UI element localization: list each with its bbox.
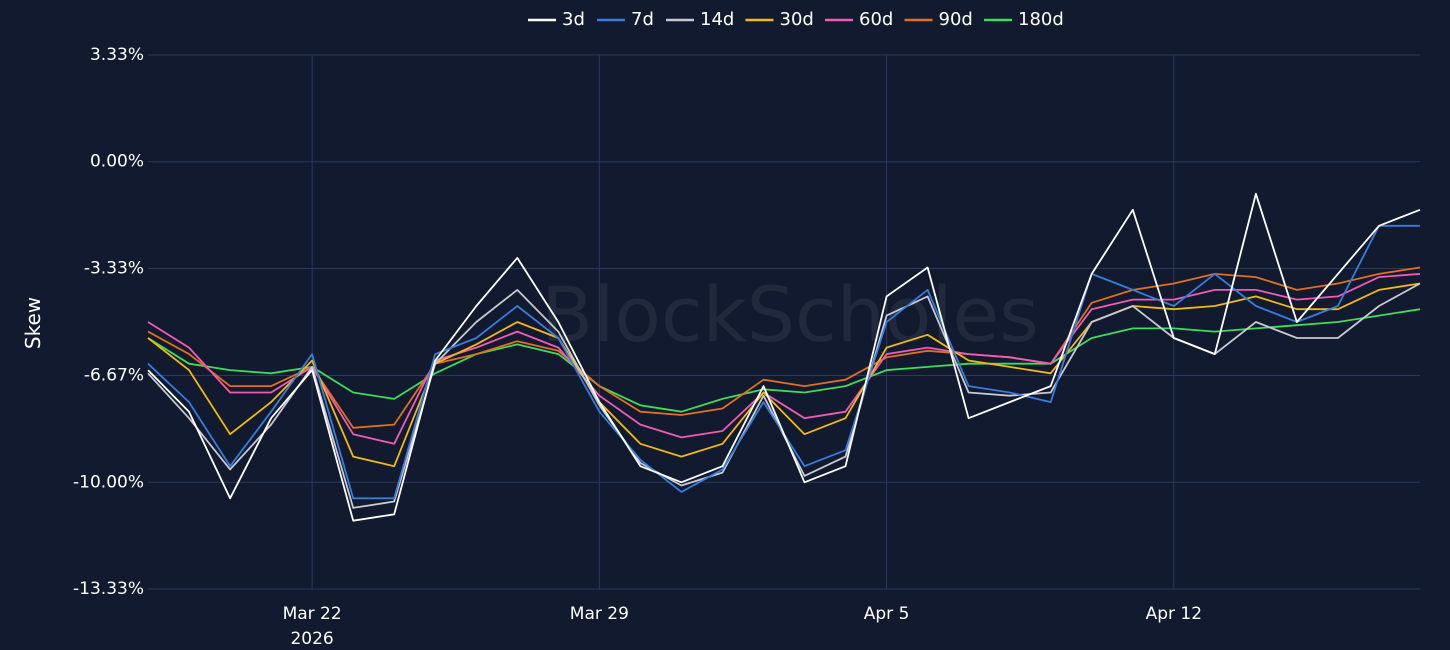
legend: 3d 7d 14d 30d 60d 90d 180d bbox=[528, 9, 1064, 30]
legend-item-3d[interactable]: 3d bbox=[528, 9, 585, 30]
y-tick-label: -13.33% bbox=[73, 579, 144, 599]
series-line-3d bbox=[147, 192, 1421, 522]
y-axis-label: Skew bbox=[21, 297, 45, 349]
legend-item-60d[interactable]: 60d bbox=[825, 9, 893, 30]
legend-label: 7d bbox=[631, 9, 654, 30]
series-line-180d bbox=[147, 308, 1421, 413]
y-tick-label: -6.67% bbox=[84, 366, 144, 386]
legend-label: 180d bbox=[1018, 9, 1064, 30]
legend-label: 30d bbox=[780, 9, 814, 30]
x-tick-label: Mar 22 bbox=[283, 604, 342, 624]
legend-label: 90d bbox=[939, 9, 973, 30]
legend-item-7d[interactable]: 7d bbox=[597, 9, 654, 30]
x-tick-label: Mar 29 bbox=[570, 604, 629, 624]
x-tick-label: Apr 12 bbox=[1146, 604, 1202, 624]
x-tick-label: Apr 5 bbox=[864, 604, 910, 624]
watermark-text: BlockScholes bbox=[541, 270, 1039, 359]
x-axis-ticks: Mar 22 2026 Mar 29 Apr 5 Apr 12 bbox=[283, 604, 1202, 649]
legend-item-14d[interactable]: 14d bbox=[666, 9, 734, 30]
legend-item-30d[interactable]: 30d bbox=[745, 9, 814, 30]
series-line-90d bbox=[147, 266, 1421, 429]
y-tick-label: 0.00% bbox=[90, 152, 144, 172]
legend-item-90d[interactable]: 90d bbox=[904, 9, 973, 30]
gridlines bbox=[148, 54, 1420, 590]
legend-label: 3d bbox=[562, 9, 585, 30]
y-tick-label: 3.33% bbox=[90, 45, 144, 65]
series-line-60d bbox=[147, 273, 1421, 445]
y-tick-label: -3.33% bbox=[84, 258, 144, 278]
x-tick-sublabel: 2026 bbox=[290, 629, 333, 649]
y-tick-label: -10.00% bbox=[73, 472, 144, 492]
y-axis-ticks: 3.33% 0.00% -3.33% -6.67% -10.00% -13.33% bbox=[73, 45, 144, 599]
legend-label: 14d bbox=[700, 9, 734, 30]
series-lines bbox=[147, 192, 1421, 522]
legend-item-180d[interactable]: 180d bbox=[984, 9, 1064, 30]
legend-label: 60d bbox=[859, 9, 893, 30]
series-line-30d bbox=[147, 282, 1421, 468]
